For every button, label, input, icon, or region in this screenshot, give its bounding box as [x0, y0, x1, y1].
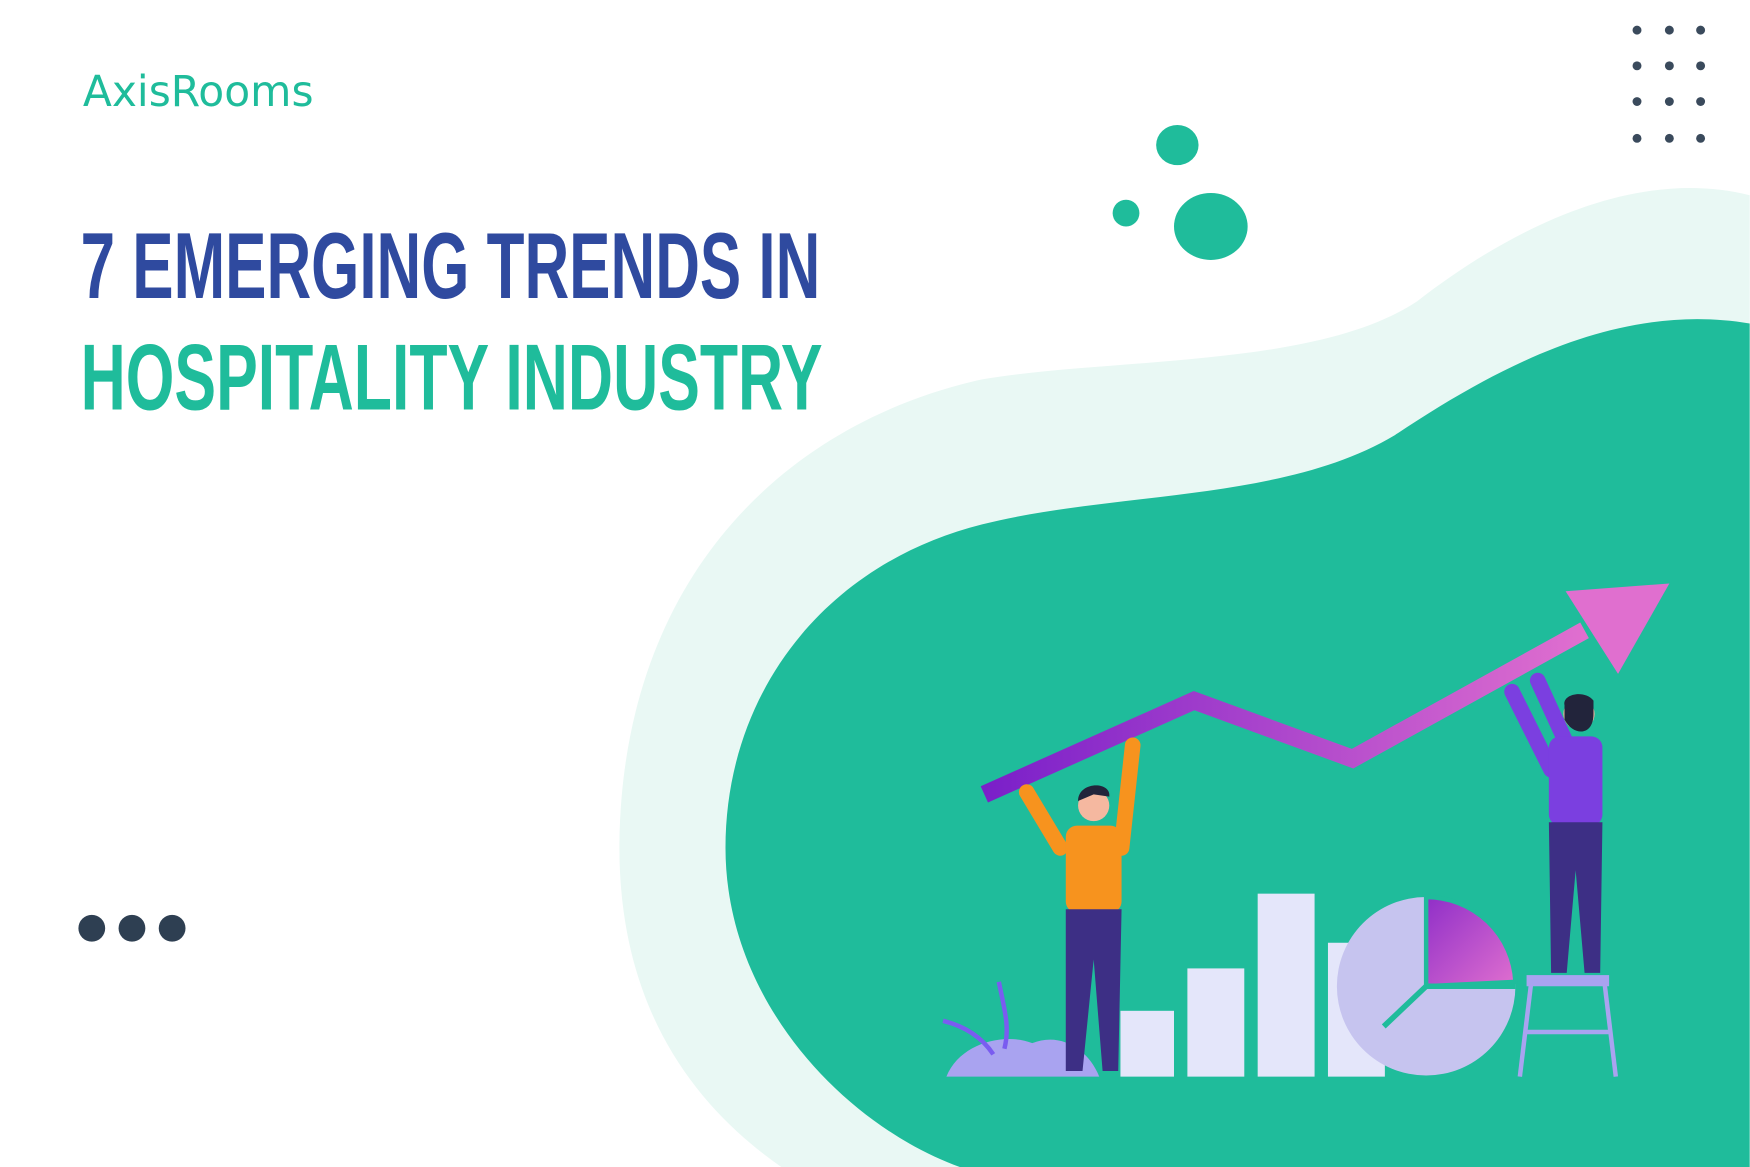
- illustration: [942, 583, 1670, 1077]
- bubble: [1112, 199, 1140, 227]
- bubble: [1174, 193, 1248, 260]
- dot-grid: [1632, 25, 1706, 143]
- dots-menu: [78, 914, 186, 942]
- bubble: [1156, 124, 1199, 166]
- headline-line: HOSPITALITY INDUSTRY: [81, 324, 823, 429]
- headline-line: 7 EMERGING TRENDS IN: [81, 213, 821, 318]
- logo: AxisRooms: [83, 67, 314, 116]
